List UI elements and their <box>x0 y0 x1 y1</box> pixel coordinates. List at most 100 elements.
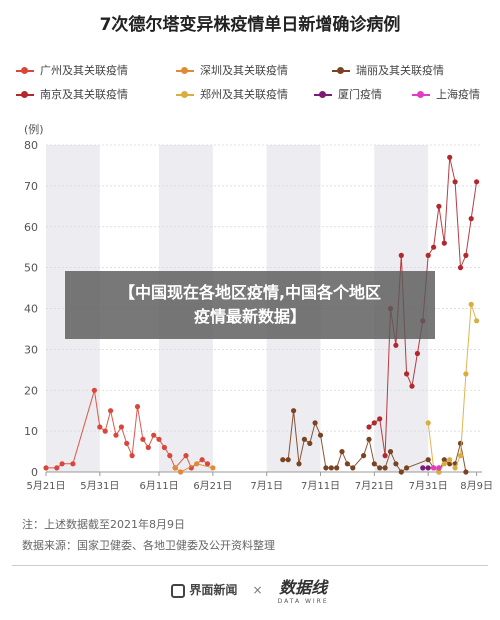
legend-item-nanjing: 南京及其关联疫情 <box>16 86 128 102</box>
data-point <box>161 444 167 451</box>
datawire-logo-sub: DATA WIRE <box>277 598 329 605</box>
data-point <box>291 408 297 414</box>
data-point <box>172 465 178 471</box>
legend-swatch <box>412 90 430 100</box>
data-point <box>118 424 124 430</box>
data-point <box>382 465 388 471</box>
data-point <box>113 432 119 438</box>
data-point <box>387 449 394 455</box>
data-point <box>366 424 372 430</box>
series-line-0 <box>46 390 208 469</box>
data-point <box>425 420 431 426</box>
data-point <box>371 461 377 467</box>
jiemian-logo: 界面新闻 <box>171 581 237 598</box>
data-point <box>134 404 141 410</box>
data-point <box>393 342 399 348</box>
x-tick-label: 5月31日 <box>80 480 119 492</box>
legend-swatch <box>16 66 34 76</box>
data-point <box>468 216 474 222</box>
x-tick-label: 6月21日 <box>193 480 232 492</box>
data-point <box>323 465 329 471</box>
data-point <box>457 265 464 271</box>
data-point <box>361 453 367 459</box>
legend-item-zhengzhou: 郑州及其关联疫情 <box>176 86 288 102</box>
y-tick-label: 10 <box>24 425 38 438</box>
x-tick-label: 5月21日 <box>26 480 65 492</box>
y-tick-label: 70 <box>24 180 38 193</box>
legend-item-shenzhen: 深圳及其关联疫情 <box>176 62 288 78</box>
data-point <box>301 436 307 442</box>
legend-item-xiamen: 厦门疫情 <box>314 86 382 102</box>
y-tick-label: 60 <box>24 221 38 234</box>
data-point <box>312 420 318 426</box>
data-point <box>43 465 49 471</box>
times-sign: × <box>252 582 263 597</box>
data-point <box>474 318 480 324</box>
data-point <box>108 408 114 414</box>
chart-title: 7次德尔塔变异株疫情单日新增确诊病例 <box>99 15 401 35</box>
legend-label: 南京及其关联疫情 <box>40 88 128 101</box>
data-point <box>474 179 480 185</box>
x-tick-label: 8月9日 <box>460 480 493 492</box>
data-point <box>183 453 189 459</box>
banner-line-2: 疫情最新数据】 <box>193 307 306 326</box>
data-point <box>296 461 302 467</box>
data-point <box>280 457 286 463</box>
legend-swatch <box>314 90 332 100</box>
data-point <box>436 469 442 475</box>
series-line-4 <box>427 304 478 473</box>
x-tick-label: 7月1日 <box>250 480 283 492</box>
data-point <box>145 444 151 451</box>
data-point <box>59 461 65 467</box>
data-point <box>339 449 345 455</box>
data-point <box>54 465 60 471</box>
y-tick-label: 30 <box>24 343 38 356</box>
y-tick-label: 50 <box>24 262 38 275</box>
data-point <box>409 383 415 389</box>
data-point <box>366 436 372 442</box>
legend-label: 厦门疫情 <box>338 88 382 101</box>
y-tick-label: 0 <box>31 466 38 479</box>
data-point <box>452 179 458 185</box>
data-point <box>463 371 469 377</box>
data-point <box>398 252 404 258</box>
data-point <box>457 440 464 446</box>
data-point <box>167 453 173 459</box>
data-point <box>441 240 447 246</box>
data-point <box>334 465 340 471</box>
overlay-banner: 【中国现在各地区疫情,中国各个地区 疫情最新数据】 <box>65 271 435 339</box>
data-point <box>328 465 334 471</box>
series-line-1 <box>174 463 214 473</box>
data-point <box>457 453 464 459</box>
data-point <box>452 465 458 471</box>
legend-label: 瑞丽及其关联疫情 <box>356 64 444 77</box>
data-point <box>371 420 377 426</box>
legend-label: 深圳及其关联疫情 <box>200 64 288 77</box>
legend-swatch <box>176 66 194 76</box>
data-point <box>178 469 184 475</box>
x-tick-label: 7月11日 <box>301 480 340 492</box>
banner-line-1: 【中国现在各地区疫情,中国各个地区 <box>118 283 382 302</box>
y-axis-label: (例) <box>24 122 44 136</box>
data-point <box>350 465 356 471</box>
data-point <box>194 461 200 467</box>
data-point <box>377 416 383 422</box>
legend-item-ruili: 瑞丽及其关联疫情 <box>332 62 444 78</box>
x-tick-label: 7月31日 <box>409 480 448 492</box>
jiemian-logo-icon <box>171 583 186 598</box>
data-point <box>431 465 437 471</box>
data-point <box>210 465 216 471</box>
datawire-logo: 数据线 DATA WIRE <box>278 574 329 605</box>
data-point <box>129 453 135 459</box>
footer-divider <box>12 565 488 566</box>
note-cutoff: 注：上述数据截至2021年8月9日 <box>22 518 185 531</box>
data-point <box>151 432 157 438</box>
data-point <box>393 461 399 467</box>
data-point <box>204 461 211 467</box>
data-point <box>140 436 146 442</box>
data-point <box>447 457 453 463</box>
data-point <box>102 428 108 434</box>
data-point <box>344 461 350 467</box>
data-point <box>425 457 431 463</box>
